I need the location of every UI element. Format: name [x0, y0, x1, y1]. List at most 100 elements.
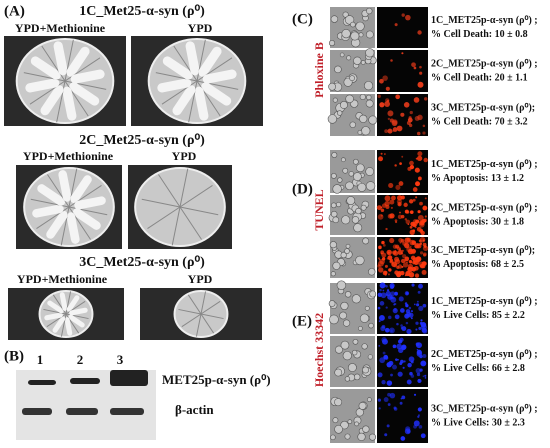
streak	[157, 78, 192, 93]
streak	[32, 204, 64, 218]
stained-cell	[412, 198, 416, 202]
streak	[194, 86, 209, 121]
band-label: MET25p-α-syn (ρ⁰)	[162, 372, 271, 387]
stained-cell	[408, 199, 414, 204]
stain-label: Hoechst 33342	[312, 313, 326, 387]
stained-cell	[413, 393, 417, 396]
stained-cell	[409, 239, 415, 246]
streak	[40, 85, 64, 116]
stained-cell	[384, 264, 388, 268]
stained-cell	[395, 221, 398, 224]
cell	[365, 167, 375, 176]
streak	[72, 208, 101, 230]
cell	[342, 167, 349, 174]
stained-cell	[399, 241, 402, 244]
band	[110, 370, 148, 386]
stained-cell	[395, 184, 401, 190]
stained-cell	[422, 131, 426, 135]
streak	[66, 46, 90, 77]
cell	[355, 207, 362, 215]
stained-cell	[411, 283, 415, 287]
cell	[334, 368, 343, 377]
streak	[47, 300, 64, 314]
streak	[70, 69, 105, 84]
stained-cell	[417, 210, 421, 214]
streak	[198, 46, 222, 77]
cell	[346, 196, 356, 205]
stained-cell	[417, 214, 424, 221]
stained-cell	[412, 229, 416, 233]
stained-cell	[406, 328, 412, 335]
result-label: % Cell Death: 20 ± 1.1	[431, 72, 528, 83]
cell	[358, 32, 364, 38]
stained-cell	[419, 65, 422, 69]
stained-cell	[387, 110, 394, 117]
stained-cell	[407, 166, 412, 171]
sector-line	[195, 313, 202, 337]
stained-cell	[406, 379, 412, 385]
strain-label: 1C_MET25p-α-syn (ρ⁰) ;	[431, 15, 538, 26]
cell	[351, 216, 360, 224]
stained-cell	[394, 164, 397, 167]
cell	[368, 115, 378, 125]
stained-cell	[382, 351, 386, 355]
cell	[341, 28, 351, 39]
stained-cell	[377, 94, 381, 98]
stained-cell	[403, 202, 408, 208]
strain-label: 2C_MET25p-α-syn (ρ⁰) ;	[431, 58, 538, 69]
cell	[359, 313, 370, 323]
sector-line	[29, 80, 66, 105]
stained-cell	[417, 81, 424, 88]
stained-cell	[389, 199, 395, 205]
stained-cell	[412, 261, 416, 265]
stained-cell	[384, 129, 389, 134]
stained-cell	[389, 392, 396, 399]
stained-cell	[414, 116, 420, 121]
stained-cell	[396, 199, 403, 205]
stained-cell	[417, 290, 421, 294]
cell	[332, 417, 339, 424]
stained-cell	[418, 305, 424, 312]
stained-cell	[414, 273, 420, 278]
sector-line	[68, 185, 102, 208]
sector-line	[179, 168, 189, 208]
cell	[341, 215, 351, 225]
streak	[70, 175, 92, 204]
stained-cell	[398, 181, 404, 186]
streak	[69, 307, 88, 316]
sector-line	[200, 291, 207, 315]
stained-cell	[390, 59, 393, 62]
cell	[360, 204, 367, 211]
stained-cell	[380, 326, 386, 332]
stained-cell	[405, 321, 409, 325]
cell	[367, 354, 373, 360]
stained-cell	[399, 337, 404, 342]
stained-cell	[397, 371, 403, 377]
stained-cell	[419, 321, 423, 325]
stained-cell	[398, 347, 404, 354]
stained-cell	[399, 401, 403, 405]
cell	[330, 271, 336, 277]
sector-line	[68, 206, 91, 240]
cell	[334, 424, 343, 434]
cell	[356, 163, 365, 173]
stained-cell	[378, 407, 381, 410]
cell	[365, 181, 376, 191]
stained-cell	[391, 261, 397, 268]
stained-cell	[381, 337, 387, 343]
streak	[69, 82, 100, 106]
cell	[340, 340, 350, 350]
cell	[350, 21, 356, 28]
stained-cell	[400, 436, 406, 441]
stained-cell	[409, 110, 413, 115]
cell	[344, 291, 352, 298]
cell	[353, 56, 362, 65]
stained-cell	[382, 75, 388, 81]
stained-cell	[386, 289, 390, 292]
stained-cell	[407, 223, 410, 226]
stained-cell	[377, 372, 383, 378]
lane-label: 3	[117, 352, 124, 367]
cell	[332, 184, 342, 194]
stained-cell	[410, 317, 413, 320]
cell	[365, 48, 375, 58]
